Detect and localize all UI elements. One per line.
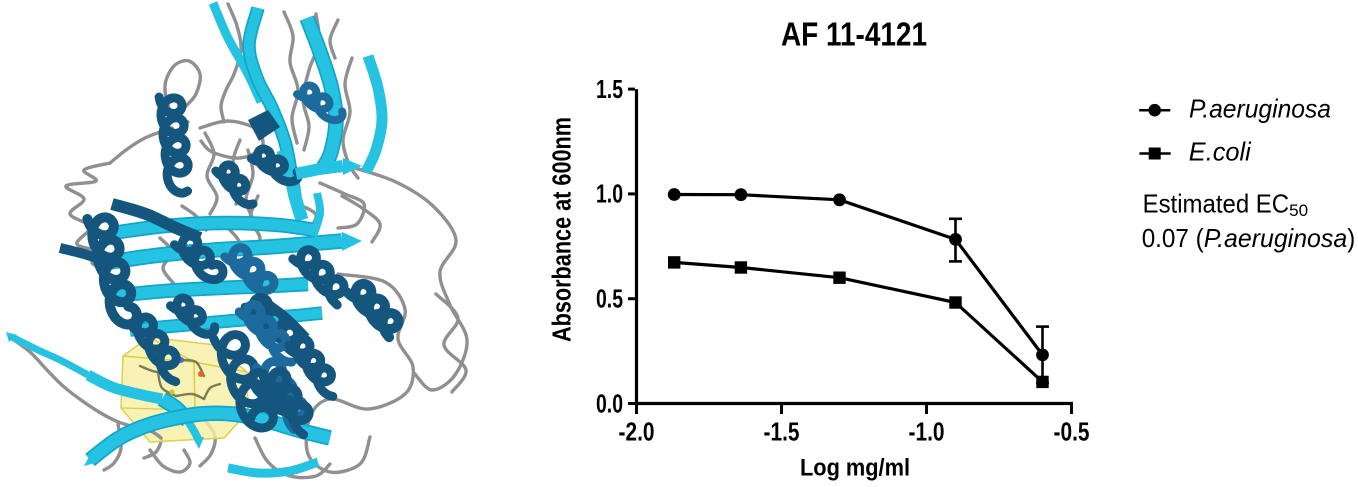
svg-text:AF 11-4121: AF 11-4121 (781, 15, 927, 52)
svg-text:-1.0: -1.0 (909, 418, 945, 446)
svg-text:Absorbance at 600nm: Absorbance at 600nm (549, 117, 577, 342)
svg-text:Estimated EC: Estimated EC (1143, 189, 1290, 219)
svg-text:-0.5: -0.5 (1054, 418, 1090, 446)
svg-text:): ) (1347, 223, 1355, 253)
svg-text:1.5: 1.5 (596, 76, 623, 104)
svg-text:Log mg/ml: Log mg/ml (800, 454, 910, 481)
svg-text:P.aeruginosa: P.aeruginosa (1189, 93, 1331, 123)
svg-text:0.5: 0.5 (596, 286, 623, 314)
svg-text:P.aeruginosa: P.aeruginosa (1204, 223, 1348, 253)
svg-text:E.coli: E.coli (1189, 137, 1252, 167)
svg-text:-2.0: -2.0 (619, 418, 655, 446)
svg-text:50: 50 (1289, 201, 1308, 220)
svg-text:0.07 (: 0.07 ( (1142, 223, 1204, 253)
svg-text:-1.5: -1.5 (764, 418, 800, 446)
svg-text:0.0: 0.0 (596, 390, 623, 418)
svg-text:1.0: 1.0 (596, 181, 623, 209)
